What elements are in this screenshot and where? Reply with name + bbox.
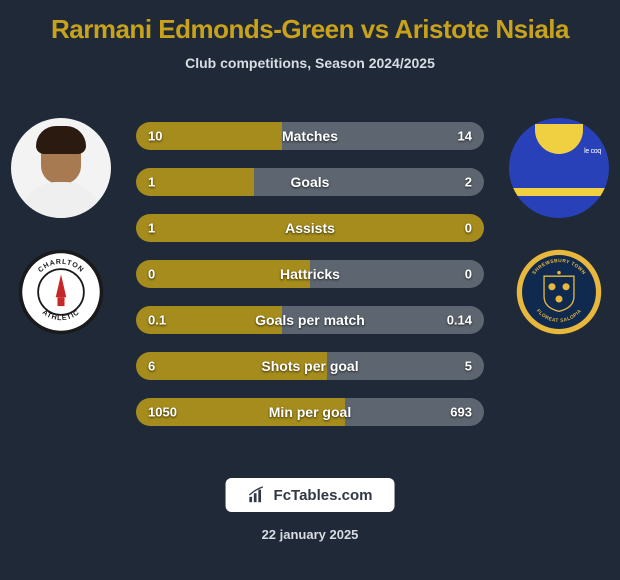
metric-label: Goals	[136, 174, 484, 190]
date-label: 22 january 2025	[0, 527, 620, 542]
club-left-badge: CHARLTON ATHLETIC	[17, 248, 105, 336]
source-badge: FcTables.com	[226, 478, 395, 512]
subtitle: Club competitions, Season 2024/2025	[0, 55, 620, 71]
page-title: Rarmani Edmonds-Green vs Aristote Nsiala	[0, 0, 620, 45]
metric-row: 0.10.14Goals per match	[136, 306, 484, 334]
comparison-card: Rarmani Edmonds-Green vs Aristote Nsiala…	[0, 0, 620, 580]
metric-label: Min per goal	[136, 404, 484, 420]
player-left-avatar	[11, 118, 111, 218]
player-left-column: CHARLTON ATHLETIC	[6, 118, 116, 336]
metric-label: Shots per goal	[136, 358, 484, 374]
metric-row: 10Assists	[136, 214, 484, 242]
metric-label: Goals per match	[136, 312, 484, 328]
player-right-column: SHREWSBURY TOWN FLOREAT SALOPIA	[504, 118, 614, 336]
metric-row: 1014Matches	[136, 122, 484, 150]
metric-row: 00Hattricks	[136, 260, 484, 288]
metric-row: 1050693Min per goal	[136, 398, 484, 426]
metric-bars: 1014Matches 12Goals 10Assists 00Hattricks 0.…	[136, 122, 484, 426]
metric-label: Matches	[136, 128, 484, 144]
metric-label: Assists	[136, 220, 484, 236]
player-right-avatar	[509, 118, 609, 218]
source-label: FcTables.com	[274, 487, 373, 504]
metric-row: 12Goals	[136, 168, 484, 196]
club-right-badge: SHREWSBURY TOWN FLOREAT SALOPIA	[515, 248, 603, 336]
chart-icon	[248, 486, 266, 504]
metric-row: 65Shots per goal	[136, 352, 484, 380]
metric-label: Hattricks	[136, 266, 484, 282]
